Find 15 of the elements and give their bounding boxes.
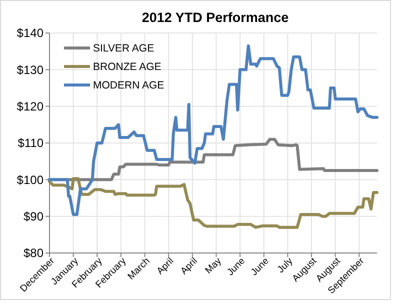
y-tick-label: $90 bbox=[23, 210, 44, 224]
x-tick-label: May bbox=[203, 256, 224, 276]
y-tick-label: $110 bbox=[18, 136, 44, 150]
line-series bbox=[48, 44, 378, 216]
y-tick-label: $120 bbox=[16, 100, 44, 114]
legend-label: MODERN AGE bbox=[93, 80, 164, 92]
chart-title: 2012 YTD Performance bbox=[142, 10, 290, 25]
line-series bbox=[48, 177, 378, 229]
legend-label: SILVER AGE bbox=[93, 42, 154, 55]
y-tick-label: $130 bbox=[16, 62, 44, 77]
legend-label: BRONZE AGE bbox=[93, 61, 162, 74]
y-tick-label: $140 bbox=[16, 26, 44, 40]
y-tick-label: $100 bbox=[16, 172, 44, 187]
x-tick-label: July bbox=[275, 256, 296, 276]
y-tick-label: $80 bbox=[23, 246, 44, 260]
